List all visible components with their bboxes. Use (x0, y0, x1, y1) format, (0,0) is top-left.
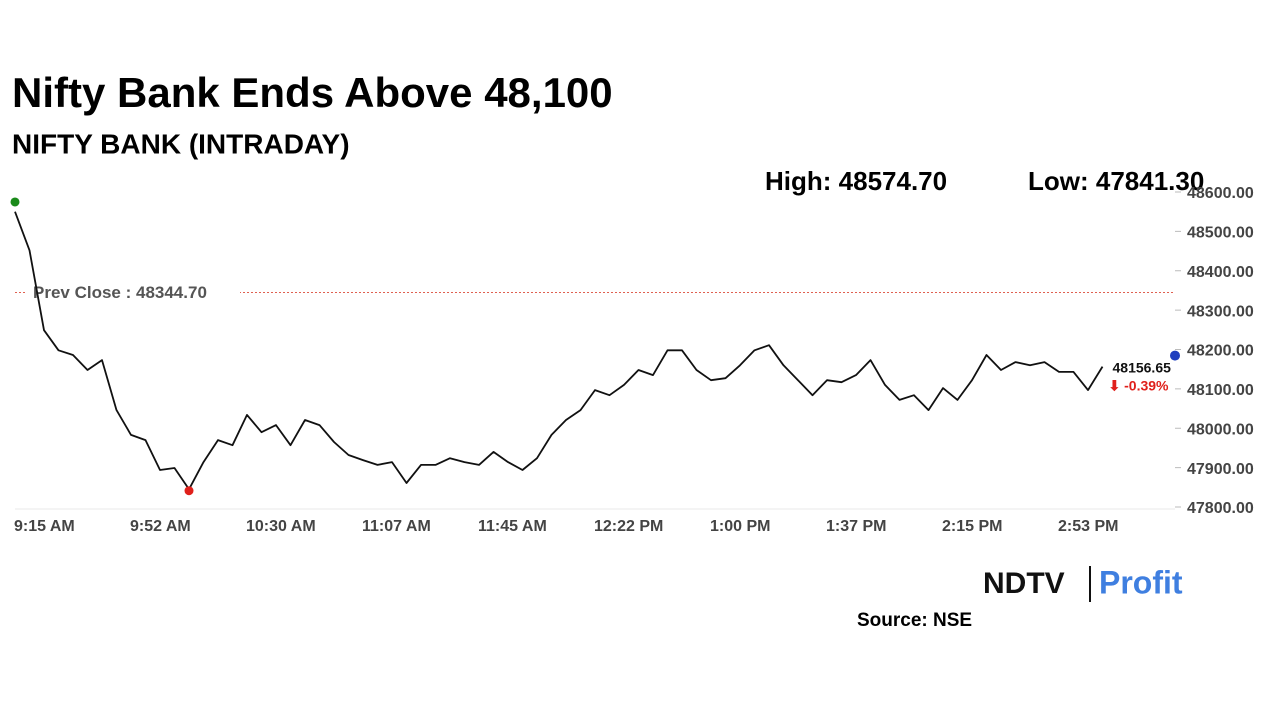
price-line (14, 211, 1104, 491)
chart-subtitle: NIFTY BANK (INTRADAY) (12, 128, 350, 159)
x-tick-label: 2:53 PM (1058, 518, 1118, 535)
y-tick-label: 48500.00 (1187, 225, 1254, 242)
prev-close-label: Prev Close : 48344.70 (33, 283, 207, 302)
y-tick-label: 48600.00 (1187, 185, 1254, 202)
x-tick-label: 12:22 PM (594, 518, 663, 535)
x-tick-label: 11:07 AM (362, 518, 431, 535)
x-tick-label: 2:15 PM (942, 518, 1002, 535)
last-marker (1170, 350, 1180, 361)
y-tick-label: 48400.00 (1187, 264, 1254, 281)
y-tick-label: 48200.00 (1187, 343, 1254, 360)
y-tick-label: 48300.00 (1187, 303, 1254, 320)
low-marker (184, 486, 194, 496)
x-tick-label: 1:00 PM (710, 518, 770, 535)
high-label: High: 48574.70 (765, 166, 947, 196)
prev-close-bg (26, 281, 240, 304)
y-tick-label: 47800.00 (1187, 500, 1254, 517)
logo-left: NDTV (983, 567, 1065, 600)
last-value-label: 48156.65 (1113, 359, 1172, 375)
logo-right: Profit (1099, 564, 1183, 600)
high-marker (10, 197, 20, 207)
x-tick-label: 9:15 AM (14, 518, 75, 535)
x-tick-label: 9:52 AM (130, 518, 191, 535)
x-tick-label: 10:30 AM (246, 518, 316, 535)
y-tick-label: 48000.00 (1187, 421, 1254, 438)
y-tick-label: 47900.00 (1187, 461, 1254, 478)
x-tick-label: 11:45 AM (478, 518, 547, 535)
low-label: Low: 47841.30 (1028, 166, 1204, 196)
change-label: ⬇ -0.39% (1109, 377, 1170, 393)
x-tick-label: 1:37 PM (826, 518, 886, 535)
y-tick-label: 48100.00 (1187, 382, 1254, 399)
chart-title: Nifty Bank Ends Above 48,100 (12, 69, 613, 116)
source-note: Source: NSE (857, 610, 972, 631)
